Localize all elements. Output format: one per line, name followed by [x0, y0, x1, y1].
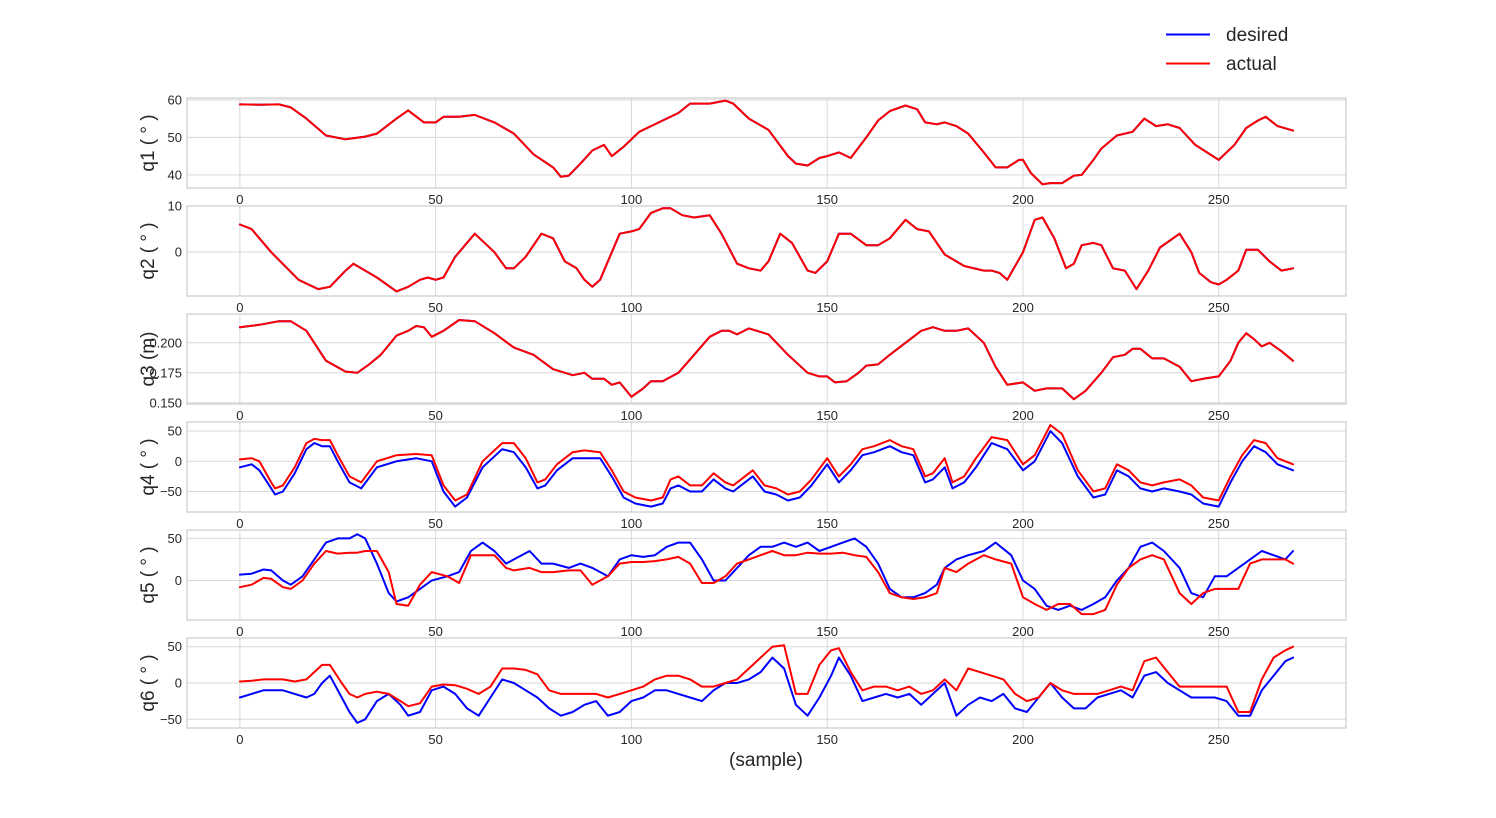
x-tick-label: 150: [816, 192, 838, 207]
series-line-desired: [238, 207, 1295, 293]
plot-frame: [186, 637, 1347, 729]
series-line-actual: [238, 424, 1295, 502]
x-tick-label: 50: [428, 408, 442, 423]
x-tick-label: 200: [1012, 192, 1034, 207]
x-tick-label: 150: [816, 300, 838, 315]
y-tick-label: −50: [160, 712, 182, 727]
series-line-desired: [238, 656, 1295, 724]
legend-label-actual: actual: [1226, 54, 1277, 75]
series-line-actual: [238, 550, 1295, 616]
x-tick-label: 200: [1012, 408, 1034, 423]
y-tick-label: −50: [160, 484, 182, 499]
y-axis-label: q1 ( ° ): [138, 114, 159, 171]
y-tick-label: 50: [168, 639, 182, 654]
x-tick-label: 100: [621, 516, 643, 531]
x-tick-label: 0: [236, 624, 243, 639]
subplot-6: 0 50 100 150 200 250 −50 0 50 q6 ( ° ): [138, 637, 1347, 747]
x-tick-label: 0: [236, 192, 243, 207]
x-tick-label: 250: [1208, 624, 1230, 639]
plot-frame: [186, 313, 1347, 405]
x-tick-label: 250: [1208, 732, 1230, 747]
x-tick-label: 150: [816, 516, 838, 531]
plot-frame: [186, 529, 1347, 621]
x-tick-label: 50: [428, 624, 442, 639]
series-line-desired: [238, 99, 1295, 186]
y-axis-label: q2 ( ° ): [138, 222, 159, 279]
x-tick-label: 200: [1012, 732, 1034, 747]
series-line-desired: [238, 319, 1295, 401]
x-tick-label: 50: [428, 732, 442, 747]
x-tick-label: 250: [1208, 192, 1230, 207]
y-tick-label: 0.175: [149, 365, 182, 380]
series-line-actual: [238, 319, 1295, 401]
x-tick-label: 100: [621, 192, 643, 207]
subplot-4: 0 50 100 150 200 250 −50 0 50 q4 ( ° ): [138, 421, 1347, 531]
plot-frame: [186, 97, 1347, 189]
y-axis-label: q6 ( ° ): [138, 654, 159, 711]
y-tick-label: 0: [175, 676, 182, 691]
x-tick-label: 0: [236, 732, 243, 747]
y-axis-label: q3 (m): [138, 332, 159, 387]
series-line-desired: [238, 430, 1295, 508]
y-tick-label: 50: [168, 130, 182, 145]
x-tick-label: 100: [621, 624, 643, 639]
series-line-desired: [238, 533, 1295, 611]
plot-frame: [186, 205, 1347, 297]
x-tick-label: 50: [428, 192, 442, 207]
series-line-actual: [238, 207, 1295, 293]
y-tick-label: 0.200: [149, 335, 182, 350]
x-tick-label: 250: [1208, 300, 1230, 315]
x-tick-label: 0: [236, 516, 243, 531]
x-tick-label: 0: [236, 300, 243, 315]
y-axis-label: q5 ( ° ): [138, 546, 159, 603]
plot-frame: [186, 421, 1347, 513]
x-tick-label: 250: [1208, 516, 1230, 531]
y-tick-label: 0: [175, 573, 182, 588]
x-tick-label: 200: [1012, 300, 1034, 315]
y-tick-label: 40: [168, 167, 182, 182]
x-tick-label: 200: [1012, 516, 1034, 531]
x-tick-label: 200: [1012, 624, 1034, 639]
legend-label-desired: desired: [1226, 25, 1288, 46]
subplot-5: 0 50 100 150 200 250 0 50 q5 ( ° ): [138, 529, 1347, 639]
x-axis-label: (sample): [729, 750, 803, 771]
x-tick-label: 100: [621, 300, 643, 315]
y-axis-label: q4 ( ° ): [138, 438, 159, 495]
x-tick-label: 150: [816, 732, 838, 747]
y-tick-label: 0.150: [149, 395, 182, 410]
y-tick-label: 60: [168, 92, 182, 107]
y-tick-label: 50: [168, 531, 182, 546]
x-tick-label: 150: [816, 624, 838, 639]
x-tick-label: 50: [428, 516, 442, 531]
y-tick-label: 10: [168, 199, 182, 214]
series-line-actual: [238, 644, 1295, 713]
legend: desired actual: [1166, 25, 1288, 75]
x-tick-label: 150: [816, 408, 838, 423]
x-tick-label: 250: [1208, 408, 1230, 423]
x-tick-label: 100: [621, 408, 643, 423]
y-tick-label: 0: [175, 454, 182, 469]
x-tick-label: 50: [428, 300, 442, 315]
x-tick-label: 0: [236, 408, 243, 423]
series-line-actual: [238, 99, 1295, 186]
subplot-2: 0 50 100 150 200 250 0 10 q2 ( ° ): [138, 199, 1347, 315]
y-tick-label: 50: [168, 424, 182, 439]
y-tick-label: 0: [175, 245, 182, 260]
subplot-1: 0 50 100 150 200 250 40 50 60 q1 ( ° ): [138, 92, 1347, 207]
x-tick-label: 100: [621, 732, 643, 747]
